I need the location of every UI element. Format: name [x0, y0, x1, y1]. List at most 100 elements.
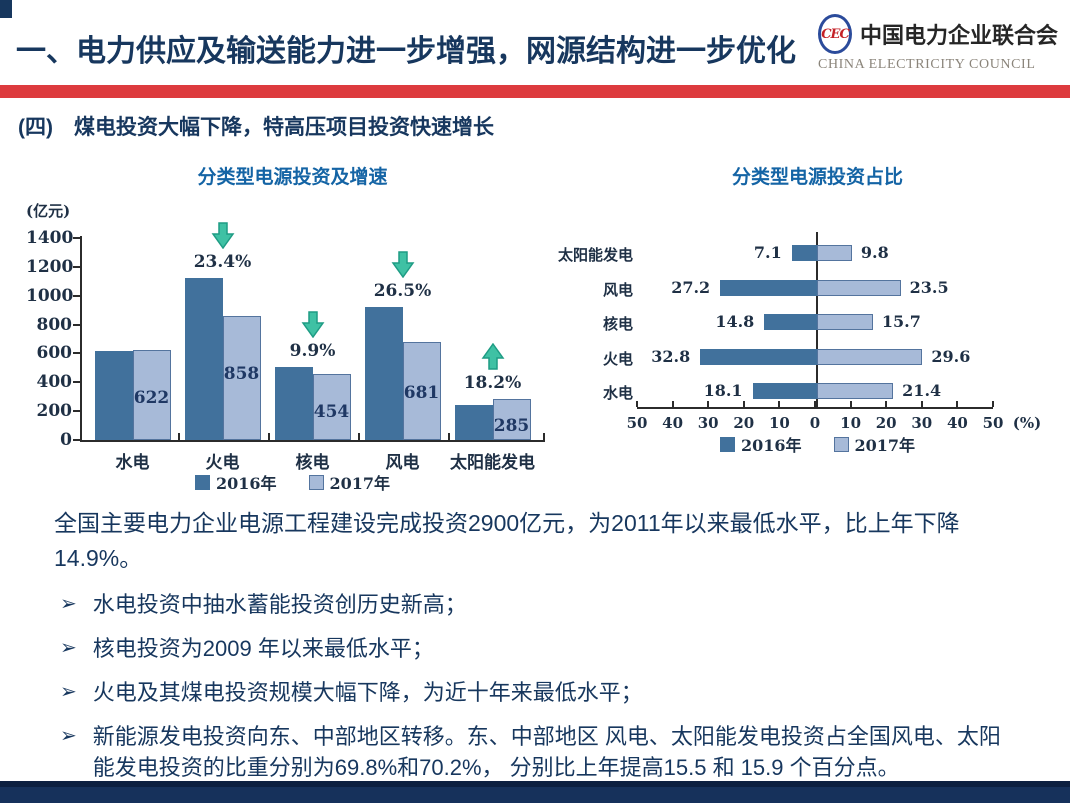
x-axis-tick: [742, 401, 745, 407]
x-axis-line: [80, 440, 545, 442]
chart-investment-and-growth: 分类型电源投资及增速 (亿元) 0 200 400 600 800 1000 1200 1400…: [20, 160, 565, 505]
cec-emblem-icon: CEC: [818, 14, 852, 54]
legend-label: 2017年: [854, 436, 916, 455]
category-label: 核电: [602, 316, 633, 333]
x-axis-tick: [267, 433, 270, 440]
y-axis-tick-label: 0: [60, 430, 72, 450]
bar-value-label: 9.8: [860, 243, 889, 262]
bar-value-label: 7.1: [753, 243, 782, 262]
bar-2016-水电: [94, 351, 133, 440]
x-axis-tick-label: 50: [982, 414, 1004, 432]
category-label: 太阳能发电: [450, 453, 535, 472]
bar-2016-火电: [700, 348, 817, 365]
bar-2017-太阳能发电: [492, 398, 531, 440]
y-axis-tick-label: 400: [36, 372, 73, 393]
x-axis-tick: [885, 401, 888, 407]
bar-2017-太阳能发电: [817, 245, 852, 261]
chart-title-left: 分类型电源投资及增速: [197, 167, 388, 188]
bar-value-label: 454: [313, 402, 350, 422]
x-axis-tick: [956, 401, 959, 407]
x-axis-tick-label: 20: [875, 414, 897, 432]
bar-2017-火电: [222, 316, 261, 440]
y-axis-tick-label: 200: [36, 401, 73, 422]
x-axis-tick-label: 40: [946, 414, 968, 432]
x-axis-tick-label: 30: [911, 414, 933, 432]
legend-item-2017年: 2017年: [833, 432, 916, 456]
legend-swatch-icon: [833, 436, 849, 452]
y-axis-tick: [73, 410, 80, 413]
x-axis-tick: [357, 433, 360, 440]
bar-value-label: 32.8: [651, 346, 691, 366]
bar-2016-水电: [752, 383, 817, 399]
x-axis-line: [637, 407, 993, 409]
bar-value-label: 21.4: [902, 381, 942, 400]
x-axis-tick-label: 0: [809, 414, 821, 432]
category-label: 火电: [205, 453, 240, 472]
change-percent-label: 26.5%: [373, 280, 432, 301]
x-axis-tick-label: 50: [626, 414, 648, 432]
legend-swatch-icon: [719, 436, 735, 452]
cec-logo: CEC 中国电力企业联合会 CHINA ELECTRICITY COUNCIL: [818, 14, 1058, 73]
x-axis-tick: [814, 401, 816, 407]
x-axis-tick-label: 40: [662, 414, 684, 432]
slide-header-title: 一、电力供应及输送能力进一步增强，网源结构进一步优化: [16, 35, 796, 68]
bullet-item: ➢ 新能源发电投资向东、中部地区转移。东、中部地区 风电、太阳能发电投资占全国风…: [60, 721, 1052, 783]
bar-value-label: 681: [403, 383, 440, 403]
corner-accent: [0, 0, 12, 18]
y-axis-tick: [73, 237, 80, 239]
grouped-bar-plot: (亿元) 0 200 400 600 800 1000 1200 1400 622 水电 858 火电 2…: [20, 160, 565, 505]
bar-2017-核电: [312, 374, 351, 440]
change-arrow-down-icon: [301, 311, 325, 339]
bullet-text: 水电投资中抽水蓄能投资创历史新高；: [92, 592, 467, 617]
change-arrow-down-icon: [211, 222, 235, 250]
footer-bar: [0, 781, 1070, 803]
legend-item-2016年: 2016年: [719, 432, 802, 456]
y-axis-tick: [73, 381, 80, 384]
category-label: 核电: [295, 453, 330, 472]
y-axis-unit-label: (亿元): [26, 202, 71, 220]
change-arrow-down-icon: [391, 250, 415, 278]
category-label: 水电: [602, 385, 633, 402]
y-axis-tick-label: 1400: [26, 228, 74, 248]
x-axis-tick: [177, 433, 180, 440]
y-axis-tick: [73, 294, 80, 297]
legend-item-2016年: 2016年: [194, 470, 277, 494]
bar-2016-太阳能发电: [454, 405, 493, 440]
y-axis-tick: [73, 323, 80, 326]
bullet-text: 新能源发电投资向东、中部地区转移。东、中部地区 风电、太阳能发电投资占全国风电、…: [92, 724, 1001, 780]
category-label: 火电: [602, 350, 633, 368]
bar-value-label: 23.5: [909, 277, 949, 297]
legend: 2016年 2017年: [565, 432, 1070, 456]
bullet-arrow-icon: ➢: [60, 637, 77, 659]
bullet-item: ➢ 火电及其煤电投资规模大幅下降，为近十年来最低水平；: [60, 677, 1052, 708]
logo-org-name-en: CHINA ELECTRICITY COUNCIL: [818, 57, 1036, 72]
x-axis-tick-label: 10: [768, 414, 790, 432]
logo-row: CEC 中国电力企业联合会: [818, 14, 1058, 54]
legend-label: 2016年: [740, 436, 802, 455]
bar-value-label: 27.2: [671, 277, 711, 297]
bar-value-label: 29.6: [931, 346, 971, 366]
bar-2016-风电: [364, 306, 403, 440]
chart-title-right: 分类型电源投资占比: [731, 167, 903, 188]
x-axis-tick: [992, 401, 994, 407]
legend-label: 2017年: [329, 474, 391, 493]
summary-paragraph: 全国主要电力企业电源工程建设完成投资2900亿元，为2011年以来最低水平，比上…: [54, 510, 960, 571]
x-axis-tick-label: 20: [733, 414, 755, 432]
x-axis-tick: [707, 401, 710, 407]
bar-value-label: 622: [133, 387, 170, 408]
y-axis-tick-label: 800: [36, 314, 73, 335]
legend-item-2017年: 2017年: [308, 470, 391, 494]
bullet-item: ➢ 水电投资中抽水蓄能投资创历史新高；: [60, 589, 1052, 620]
change-arrow-up-icon: [481, 342, 505, 370]
x-axis-tick: [671, 401, 674, 407]
section-title: (四) 煤电投资大幅下降，特高压项目投资快速增长: [18, 116, 494, 139]
change-percent-label: 9.9%: [289, 341, 336, 362]
category-label: 风电: [602, 281, 633, 299]
legend-swatch-icon: [194, 474, 210, 490]
bar-2017-风电: [402, 341, 441, 440]
emblem-letters: CEC: [821, 26, 850, 42]
change-percent-label: 18.2%: [463, 372, 522, 393]
bar-2017-火电: [817, 348, 923, 365]
y-axis-tick: [73, 352, 80, 355]
